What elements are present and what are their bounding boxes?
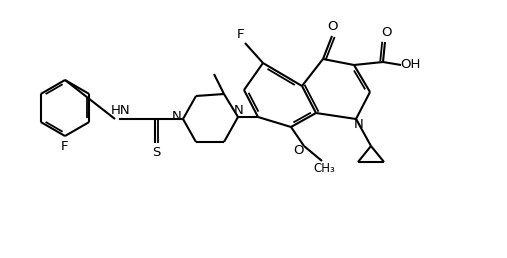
Text: S: S (152, 147, 160, 159)
Text: F: F (61, 141, 69, 154)
Text: O: O (328, 20, 338, 33)
Text: O: O (294, 144, 304, 157)
Text: HN: HN (111, 104, 131, 117)
Text: F: F (237, 28, 245, 42)
Text: OH: OH (400, 59, 420, 71)
Text: N: N (234, 103, 244, 117)
Text: N: N (354, 117, 364, 131)
Text: CH₃: CH₃ (313, 163, 335, 175)
Text: O: O (381, 27, 391, 39)
Text: N: N (172, 109, 182, 123)
